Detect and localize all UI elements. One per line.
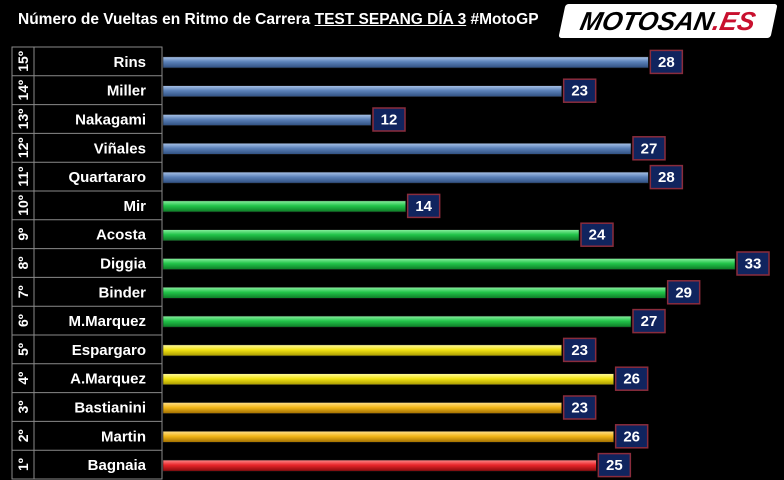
position-label: 2º	[15, 429, 31, 442]
category-label: A.Marquez	[70, 371, 146, 388]
bar-bagnaia	[162, 459, 597, 472]
label-panel	[11, 46, 163, 480]
bar-viales	[162, 143, 632, 155]
data-label: 23	[571, 342, 588, 359]
bar-diggia	[162, 258, 736, 270]
position-label: 6º	[15, 314, 31, 327]
data-label: 12	[381, 112, 398, 129]
data-label: 29	[675, 284, 692, 301]
bar-bastianini	[162, 402, 562, 414]
data-label-box	[649, 49, 684, 75]
data-label-box	[580, 222, 614, 247]
data-label-box	[614, 424, 649, 449]
data-label-box	[666, 280, 701, 305]
data-label: 26	[623, 428, 640, 445]
position-label: 3º	[15, 401, 31, 414]
position-label: 14º	[15, 80, 31, 101]
position-label: 5º	[15, 343, 31, 356]
category-label: Acosta	[96, 227, 147, 244]
bar-miller	[162, 85, 562, 97]
bar-amarquez	[162, 373, 614, 385]
bar-mir	[162, 200, 406, 213]
data-label-box	[406, 193, 441, 219]
data-label-box	[562, 78, 597, 103]
data-label-box	[632, 136, 666, 161]
category-label: Binder	[98, 284, 146, 301]
bar-binder	[162, 287, 666, 299]
data-label-box	[632, 308, 666, 334]
data-label: 27	[641, 313, 658, 330]
data-label: 24	[589, 227, 606, 244]
data-label: 23	[571, 83, 588, 100]
bar-acosta	[162, 229, 580, 241]
bar-martin	[162, 431, 614, 443]
data-label: 28	[658, 54, 675, 71]
title-text: Número de Vueltas en Ritmo de Carrera	[18, 11, 315, 28]
bar-espargaro	[162, 344, 562, 357]
bar-mmarquez	[162, 315, 632, 328]
category-label: Bastianini	[74, 400, 146, 417]
data-label: 27	[641, 140, 658, 157]
data-label: 33	[745, 256, 762, 273]
chart-title: Número de Vueltas en Ritmo de Carrera TE…	[18, 11, 539, 29]
category-label: Mir	[124, 198, 147, 215]
position-label: 11º	[15, 167, 31, 187]
data-label: 14	[415, 198, 432, 215]
category-label: Martin	[101, 428, 146, 445]
position-label: 13º	[15, 109, 31, 130]
position-label: 9º	[15, 228, 31, 241]
category-label: M.Marquez	[68, 313, 146, 330]
data-label-box	[372, 107, 406, 132]
category-label: Nakagami	[75, 112, 146, 129]
data-label-box	[614, 366, 649, 391]
category-label: Rins	[113, 54, 146, 71]
bar-nakagami	[162, 114, 372, 126]
title-hashtag: #MotoGP	[466, 11, 539, 28]
title-event: TEST SEPANG DÍA 3	[314, 11, 467, 28]
data-label: 25	[606, 457, 623, 474]
data-label: 23	[571, 400, 588, 417]
category-label: Bagnaia	[88, 457, 147, 474]
position-label: 12º	[15, 137, 31, 158]
data-label-box	[562, 337, 597, 363]
position-label: 4º	[15, 372, 31, 385]
bar-quartararo	[162, 171, 649, 184]
category-label: Viñales	[94, 140, 146, 157]
category-label: Espargaro	[72, 342, 146, 359]
data-label-box	[597, 452, 632, 478]
data-label-box	[562, 395, 597, 420]
bar-rins	[162, 56, 649, 69]
position-label: 1º	[15, 458, 31, 471]
data-label-box	[649, 164, 684, 190]
category-label: Diggia	[100, 256, 146, 273]
position-label: 15º	[15, 51, 31, 72]
position-label: 8º	[15, 257, 31, 270]
data-label: 28	[658, 169, 675, 186]
data-label: 26	[623, 371, 640, 388]
position-label: 7º	[15, 285, 31, 298]
category-label: Quartararo	[68, 169, 146, 186]
position-label: 10º	[15, 195, 31, 216]
category-label: Miller	[107, 83, 146, 100]
data-label-box	[736, 251, 770, 276]
